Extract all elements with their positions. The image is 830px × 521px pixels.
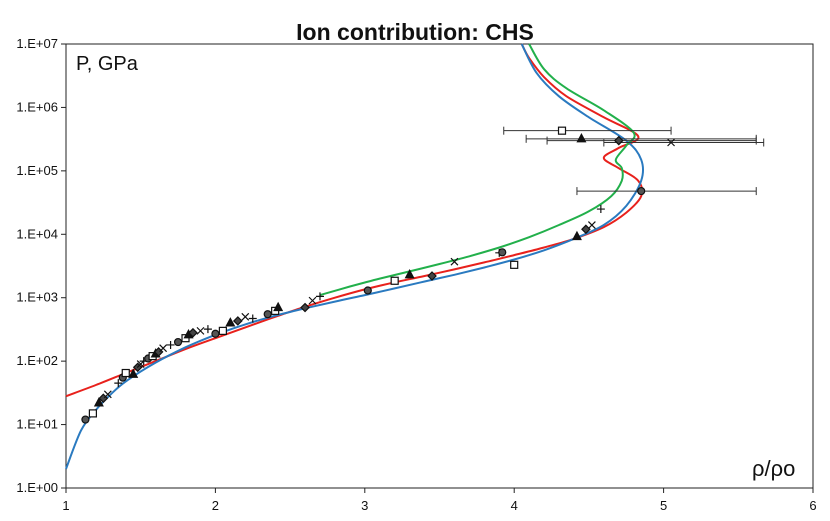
y-tick-label: 1.E+06: [16, 99, 58, 114]
x-tick-label: 6: [809, 498, 816, 513]
data-point: [248, 314, 257, 323]
y-tick-label: 1.E+07: [16, 36, 58, 51]
y-axis-label: P, GPa: [76, 53, 139, 75]
data-point: [173, 337, 183, 347]
data-point: [613, 135, 624, 146]
data-point: [225, 317, 236, 327]
y-tick-label: 1.E+01: [16, 417, 58, 432]
data-point: [114, 379, 123, 388]
data-point: [571, 230, 582, 241]
series-line-blue: [65, 43, 645, 470]
data-point: [667, 138, 675, 147]
data-point: [188, 327, 198, 338]
x-tick-label: 2: [212, 498, 219, 513]
data-point: [196, 326, 205, 335]
data-point: [232, 316, 243, 326]
y-tick-label: 1.E+03: [16, 290, 58, 305]
data-point: [81, 415, 90, 424]
data-point: [390, 276, 399, 285]
x-tick-label: 1: [62, 498, 69, 513]
y-tick-label: 1.E+02: [16, 353, 58, 368]
data-point: [510, 260, 519, 269]
data-point: [121, 368, 130, 378]
y-tick-label: 1.E+04: [16, 226, 58, 241]
data-point: [263, 310, 272, 319]
data-point: [203, 325, 212, 334]
data-point: [308, 296, 317, 305]
data-point: [557, 126, 567, 135]
data-point: [404, 268, 415, 279]
data-point: [427, 271, 437, 281]
data-point: [450, 257, 459, 266]
series-curves: [65, 43, 645, 470]
data-point: [128, 368, 139, 378]
data-point: [637, 186, 646, 196]
data-point: [218, 326, 227, 335]
data-point: [363, 286, 372, 295]
data-point: [211, 329, 220, 338]
x-tick-label: 4: [511, 498, 518, 513]
x-tick-label: 5: [660, 498, 667, 513]
data-markers: [81, 126, 675, 424]
data-point: [159, 344, 168, 353]
data-point: [498, 248, 507, 257]
chart-title: Ion contribution: CHS: [296, 19, 534, 45]
series-line-green: [319, 43, 636, 297]
data-point: [587, 221, 596, 229]
data-point: [88, 409, 97, 418]
x-axis-ticks: 1 2 3 4 5 6: [62, 488, 817, 513]
data-point: [103, 390, 112, 399]
data-point: [596, 205, 605, 214]
y-tick-label: 1.E+05: [16, 163, 58, 178]
plot-area: [65, 43, 814, 489]
x-tick-label: 3: [361, 498, 368, 513]
data-point: [273, 301, 284, 312]
data-point: [576, 133, 587, 143]
data-point: [241, 312, 250, 321]
data-point: [166, 340, 175, 349]
y-axis-ticks: 1.E+00 1.E+01 1.E+02 1.E+03 1.E+04 1.E+05 1.E+…: [16, 36, 66, 495]
data-point: [300, 302, 310, 313]
data-point: [315, 292, 324, 301]
series-line-red: [65, 43, 644, 398]
data-point: [93, 397, 104, 407]
y-tick-label: 1.E+00: [16, 480, 58, 495]
x-axis-label: ρ/ρo: [752, 456, 795, 481]
